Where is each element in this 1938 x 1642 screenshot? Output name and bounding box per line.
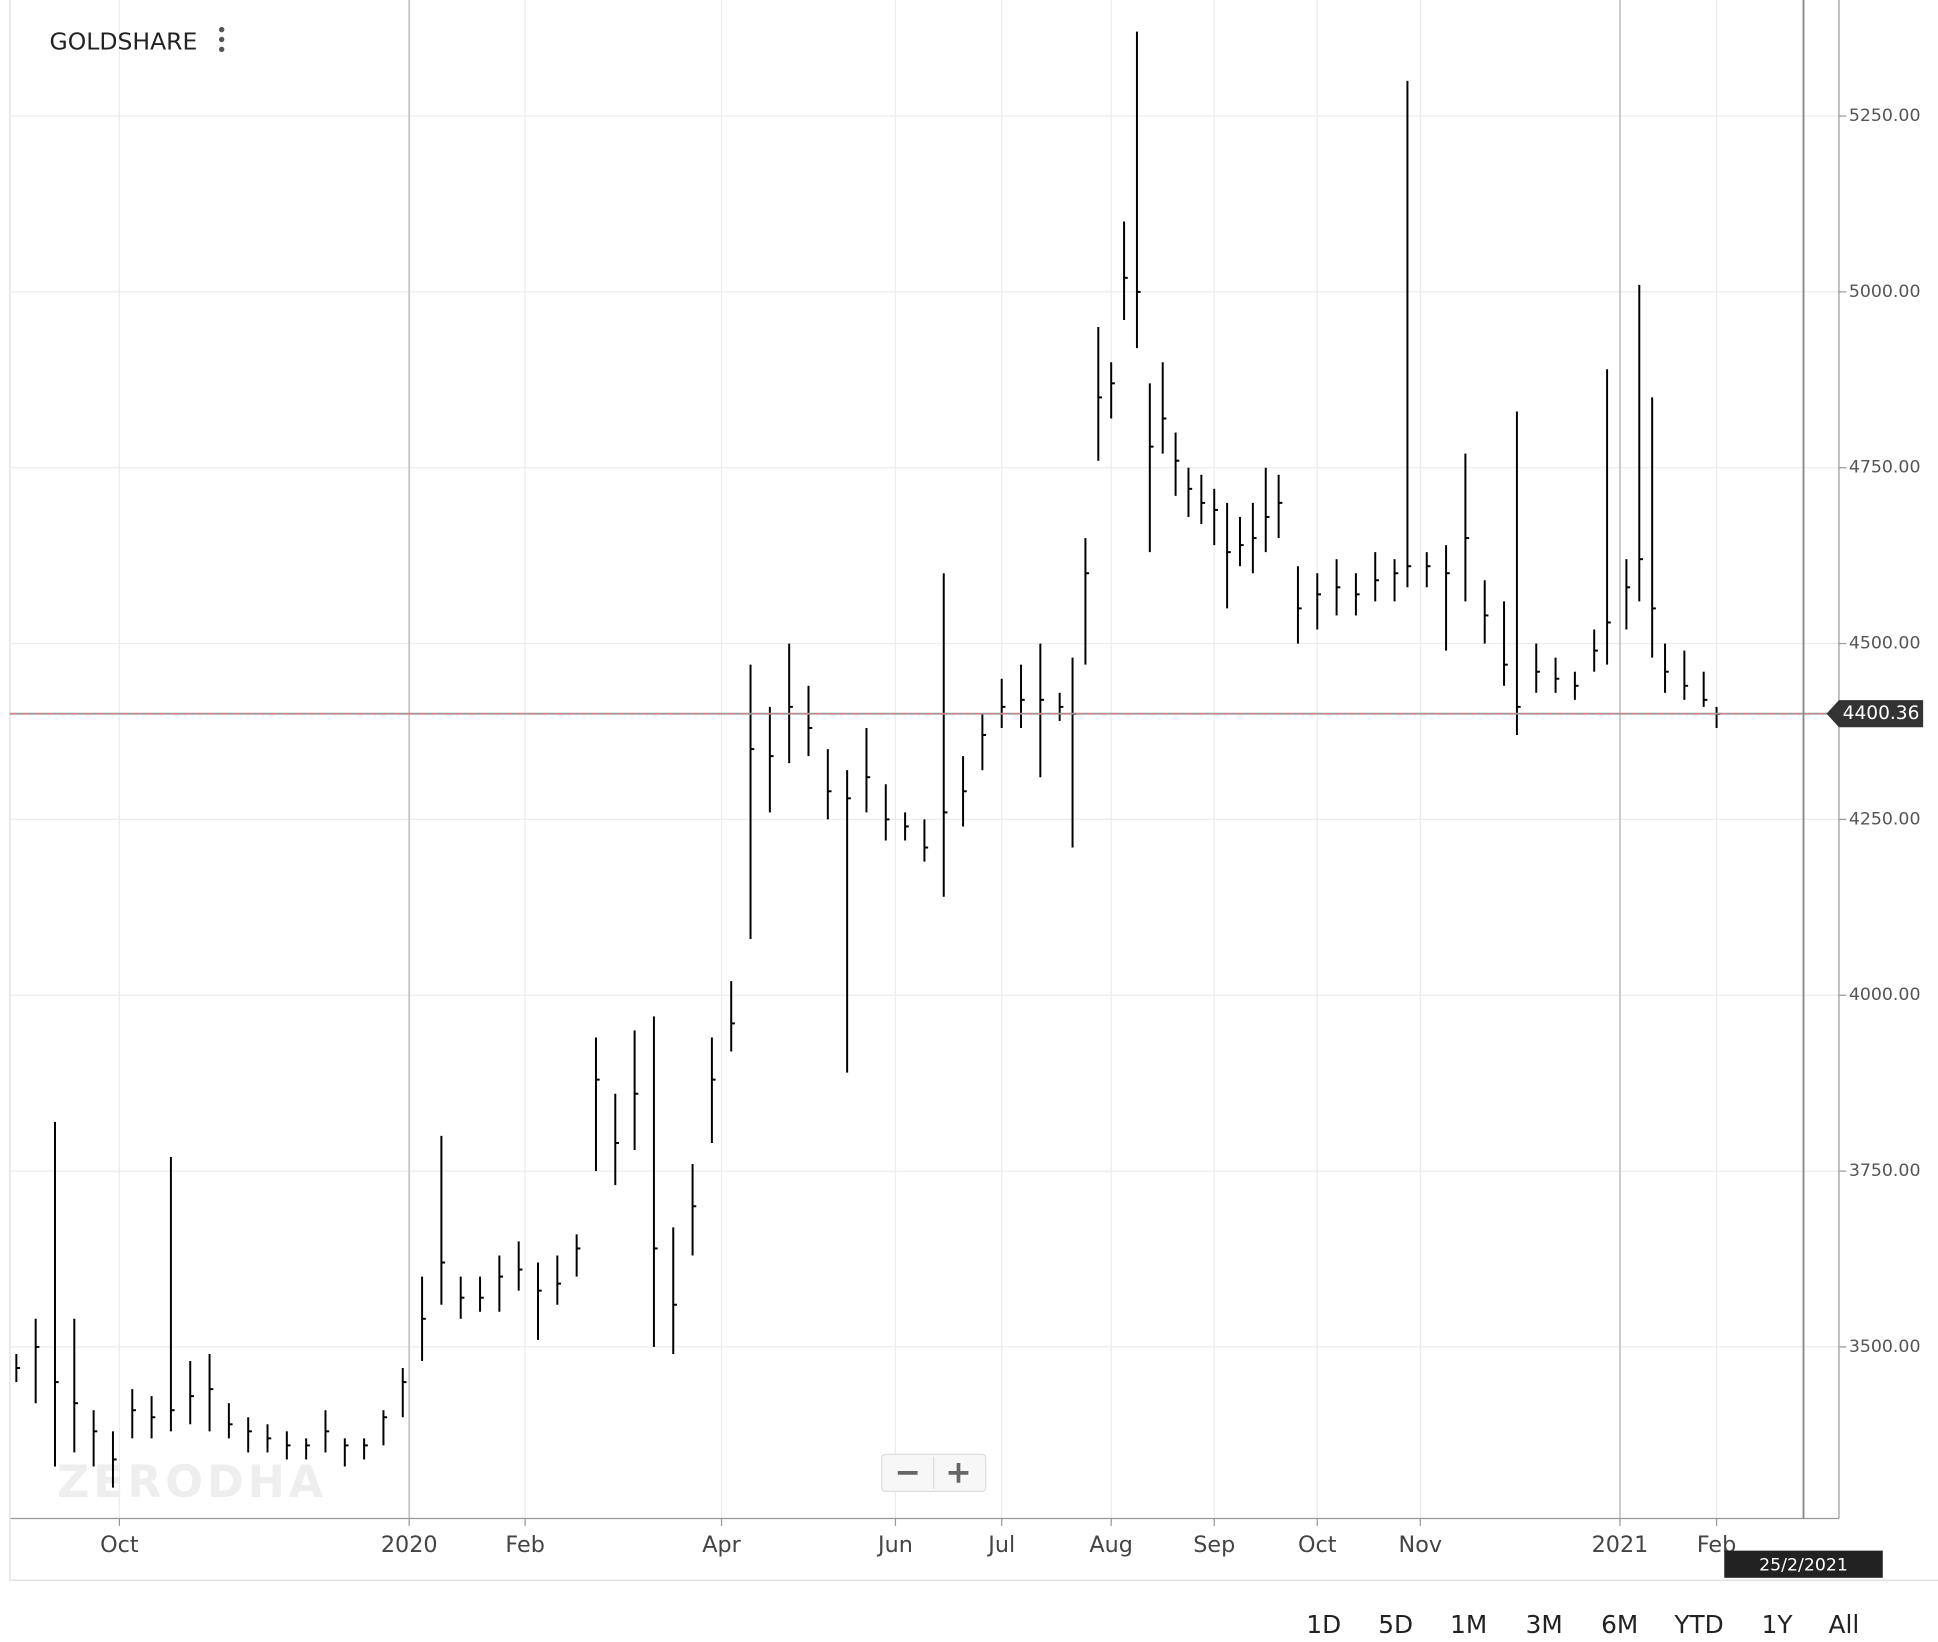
last-price-label: 4400.36	[1843, 703, 1920, 724]
range-button[interactable]: 1Y	[1762, 1610, 1794, 1639]
x-tick-label: Aug	[1089, 1532, 1133, 1558]
y-tick-label: 5000.00	[1849, 282, 1921, 302]
x-tick-label: Oct	[100, 1532, 139, 1558]
x-tick-label: Jul	[986, 1532, 1015, 1558]
y-tick-label: 4250.00	[1849, 809, 1921, 829]
y-tick-label: 4500.00	[1849, 634, 1921, 654]
range-button[interactable]: 1D	[1306, 1610, 1341, 1639]
x-tick-label: Nov	[1399, 1532, 1443, 1558]
y-tick-label: 5250.00	[1849, 106, 1921, 126]
x-tick-label: Feb	[505, 1532, 544, 1558]
y-tick-label: 3500.00	[1849, 1337, 1921, 1357]
y-tick-label: 3750.00	[1849, 1161, 1921, 1181]
range-button[interactable]: 5D	[1378, 1610, 1413, 1639]
cursor-badge	[1724, 1550, 1883, 1578]
zoom-in[interactable]	[948, 1462, 969, 1483]
last-price-badge	[1826, 700, 1924, 728]
x-tick-label: Sep	[1193, 1532, 1235, 1558]
y-tick-label: 4000.00	[1849, 985, 1921, 1005]
range-buttons: 1D 5D 1M 3M 6M YTD 1Y All	[1306, 1610, 1859, 1639]
range-button[interactable]: 1M	[1450, 1610, 1487, 1639]
x-tick-label: 2020	[381, 1532, 438, 1558]
range-button[interactable]: 6M	[1601, 1610, 1638, 1639]
x-tick-label: Apr	[702, 1532, 741, 1558]
range-button[interactable]: YTD	[1673, 1610, 1723, 1639]
x-tick-label: Oct	[1298, 1532, 1337, 1558]
y-tick-label: 4750.00	[1849, 458, 1921, 478]
range-button[interactable]: All	[1829, 1610, 1860, 1639]
x-tick-label: 2021	[1592, 1532, 1649, 1558]
grid: 3500.00 3750.00 4000.00 4250.00 4500.00 4750.…	[9, 0, 1921, 1558]
bars	[15, 31, 1721, 1488]
x-tick-label: Jun	[876, 1532, 913, 1558]
chart-title: GOLDSHARE	[50, 28, 198, 56]
zoom-controls	[881, 1453, 987, 1492]
cursor-date: 25/2/2021	[1759, 1555, 1848, 1575]
overlay: 4400.36 25/2/2021	[9, 0, 1924, 1578]
watermark: ZERODHA	[57, 1457, 327, 1508]
menu-icon[interactable]	[218, 26, 225, 53]
range-button[interactable]: 3M	[1526, 1610, 1563, 1639]
